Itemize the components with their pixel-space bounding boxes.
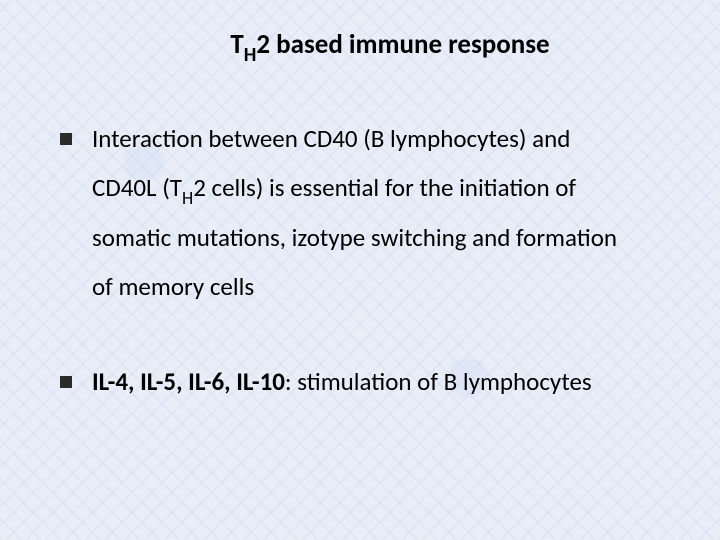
bullet1-line3: somatic mutations, izotype switching and… (92, 222, 617, 253)
bullet1-line2-sub: H (182, 187, 193, 209)
title-rest: 2 based immune response (256, 28, 549, 61)
bullet1-line2-after: 2 cells) is essential for the initiation… (193, 172, 576, 203)
bullet2-bold: IL-4, IL-5, IL-6, IL-10 (92, 366, 285, 397)
bullet1-line4: of memory cells (92, 271, 254, 302)
bullet-item-1: Interaction between CD40 (B lymphocytes)… (58, 115, 680, 311)
slide: TH2 based immune response Interaction be… (0, 0, 720, 540)
bullet1-line2-prefix: CD40L (T (92, 172, 182, 203)
bullet1-line1: Interaction between CD40 (B lymphocytes)… (92, 123, 570, 154)
slide-title: TH2 based immune response (40, 28, 680, 63)
title-prefix: T (230, 28, 243, 61)
bullet2-rest: : stimulation of B lymphocytes (285, 366, 592, 397)
bullet-item-2: IL-4, IL-5, IL-6, IL-10: stimulation of … (58, 358, 680, 407)
bullet-list: Interaction between CD40 (B lymphocytes)… (40, 115, 680, 406)
title-subscript: H (244, 43, 257, 67)
